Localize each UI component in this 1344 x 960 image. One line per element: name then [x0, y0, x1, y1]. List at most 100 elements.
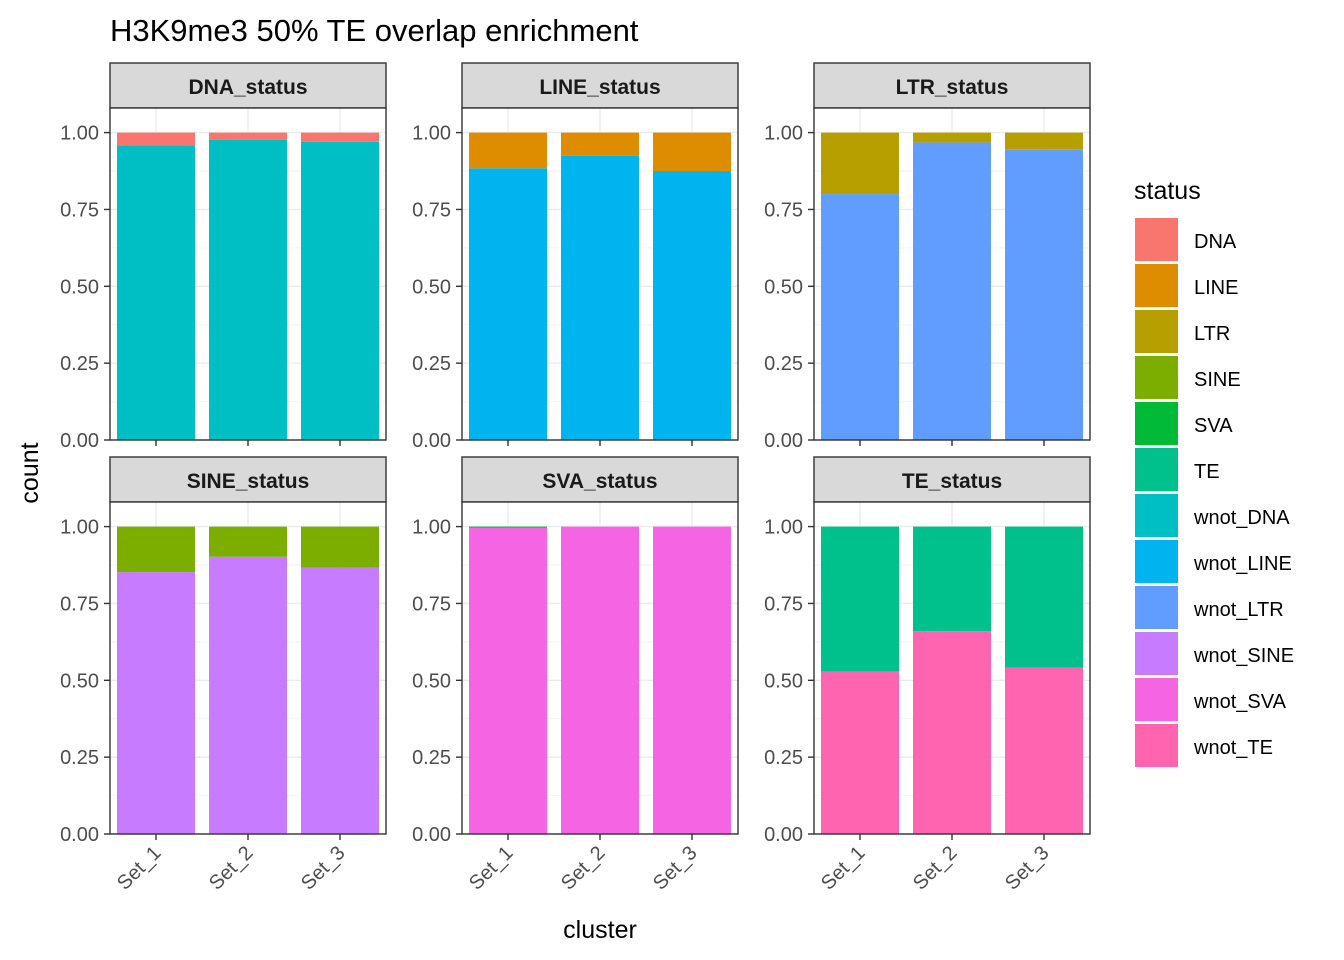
y-tick-label: 0.50 [764, 276, 803, 298]
bar-segment-LTR-set-1 [821, 132, 899, 195]
y-tick-label: 0.75 [412, 593, 451, 615]
bar-segment-SINE-set-1 [117, 526, 195, 573]
legend-label: DNA [1194, 231, 1237, 253]
bar-segment-wnot-LTR-set-1 [821, 194, 899, 440]
legend-key-ltr [1135, 310, 1178, 353]
bar-segment-wnot-SVA-set-3 [653, 526, 731, 834]
bar-segment-SINE-set-2 [209, 526, 287, 557]
bar-segment-DNA-set-3 [301, 132, 379, 142]
legend-title: status [1134, 177, 1201, 205]
legend-key-sine [1135, 356, 1178, 399]
legend-label: wnot_DNA [1193, 507, 1290, 529]
legend-key-line [1135, 264, 1178, 307]
legend-key-dna [1135, 218, 1178, 261]
y-tick-label: 0.75 [764, 593, 803, 615]
facet-strip-label: TE_status [902, 470, 1002, 493]
facet-strip-label: DNA_status [188, 76, 307, 99]
x-axis-title: cluster [563, 916, 637, 944]
facet-strip-label: LINE_status [539, 76, 660, 99]
bar-segment-wnot-DNA-set-2 [209, 139, 287, 440]
legend: status DNA LINE LTR SINE SVA TE wnot_DNA wnot_L… [1134, 177, 1294, 767]
legend-key-te [1135, 448, 1178, 491]
legend-key-wnot-ltr [1135, 586, 1178, 629]
bar-segment-SINE-set-3 [301, 526, 379, 568]
legend-label: SVA [1194, 415, 1233, 437]
legend-key-sva [1135, 402, 1178, 445]
y-tick-label: 1.00 [764, 517, 803, 539]
chart-title: H3K9me3 50% TE overlap enrichment [110, 13, 639, 48]
y-tick-label: 0.25 [412, 353, 451, 375]
bar-segment-LTR-set-3 [1005, 132, 1083, 150]
bar-segment-DNA-set-1 [117, 132, 195, 146]
bar-segment-TE-set-2 [913, 526, 991, 632]
bar-segment-SVA-set-1 [469, 526, 547, 528]
y-axis-title: count [16, 442, 44, 503]
y-tick-label: 0.00 [764, 824, 803, 846]
y-tick-label: 0.75 [764, 199, 803, 221]
y-tick-label: 0.00 [764, 430, 803, 452]
facet-panel: LINE_status 0.00 0.25 0.50 0.75 1.00 [412, 62, 739, 452]
y-tick-label: 0.50 [412, 276, 451, 298]
facet-panel: LTR_status 0.00 0.25 0.50 0.75 1.00 [764, 62, 1091, 452]
y-tick-label: 0.75 [60, 199, 99, 221]
y-tick-label: 0.75 [412, 199, 451, 221]
y-tick-label: 0.25 [764, 747, 803, 769]
y-tick-label: 0.00 [60, 430, 99, 452]
legend-key-wnot-dna [1135, 494, 1178, 537]
bar-segment-wnot-SVA-set-2 [561, 526, 639, 834]
facet-strip-label: SVA_status [542, 470, 657, 493]
legend-label: wnot_LINE [1193, 553, 1292, 575]
legend-label: wnot_SVA [1193, 691, 1287, 713]
facet-panel: DNA_status 0.00 0.25 0.50 0.75 1.00 [60, 62, 387, 452]
facet-strip [813, 456, 1091, 503]
bar-segment-wnot-SVA-set-1 [469, 527, 547, 834]
bar-segment-wnot-TE-set-1 [821, 671, 899, 834]
y-tick-label: 1.00 [412, 123, 451, 145]
bar-segment-LTR-set-2 [913, 132, 991, 143]
legend-label: TE [1194, 461, 1220, 483]
bar-segment-wnot-DNA-set-1 [117, 145, 195, 440]
y-tick-label: 1.00 [60, 517, 99, 539]
y-tick-label: 0.50 [60, 276, 99, 298]
y-tick-label: 0.25 [764, 353, 803, 375]
bar-segment-wnot-TE-set-3 [1005, 667, 1083, 834]
bar-segment-TE-set-3 [1005, 526, 1083, 668]
facet-strip [461, 456, 739, 503]
legend-label: wnot_SINE [1193, 645, 1294, 667]
y-tick-label: 0.50 [60, 670, 99, 692]
bar-segment-wnot-LINE-set-1 [469, 168, 547, 441]
facet-strip-label: LTR_status [896, 76, 1009, 99]
y-tick-label: 0.50 [412, 670, 451, 692]
facet-strip-label: SINE_status [187, 470, 310, 493]
legend-key-wnot-line [1135, 540, 1178, 583]
y-tick-label: 0.25 [60, 747, 99, 769]
bar-segment-wnot-SINE-set-3 [301, 567, 379, 834]
bar-segment-TE-set-1 [821, 526, 899, 672]
legend-label: LINE [1194, 277, 1238, 299]
legend-label: wnot_LTR [1193, 599, 1284, 621]
facet-strip [461, 62, 739, 109]
facet-strip [109, 456, 387, 503]
y-tick-label: 0.00 [412, 430, 451, 452]
y-tick-label: 0.50 [764, 670, 803, 692]
y-tick-label: 1.00 [764, 123, 803, 145]
legend-key-wnot-sva [1135, 678, 1178, 721]
facet-panels: DNA_status0.000.250.500.751.00LINE_statu… [60, 62, 1091, 894]
legend-label: LTR [1194, 323, 1230, 345]
legend-key-wnot-te [1135, 724, 1178, 767]
bar-segment-wnot-LTR-set-3 [1005, 149, 1083, 440]
bar-segment-wnot-LINE-set-3 [653, 171, 731, 440]
bar-segment-wnot-LINE-set-2 [561, 155, 639, 441]
y-tick-label: 0.00 [60, 824, 99, 846]
facet-strip [109, 62, 387, 109]
y-tick-label: 0.75 [60, 593, 99, 615]
legend-key-wnot-sine [1135, 632, 1178, 675]
legend-label: wnot_TE [1193, 737, 1273, 759]
y-tick-label: 1.00 [412, 517, 451, 539]
bar-segment-wnot-SINE-set-2 [209, 556, 287, 834]
y-tick-label: 1.00 [60, 123, 99, 145]
bar-segment-LINE-set-1 [469, 132, 547, 169]
